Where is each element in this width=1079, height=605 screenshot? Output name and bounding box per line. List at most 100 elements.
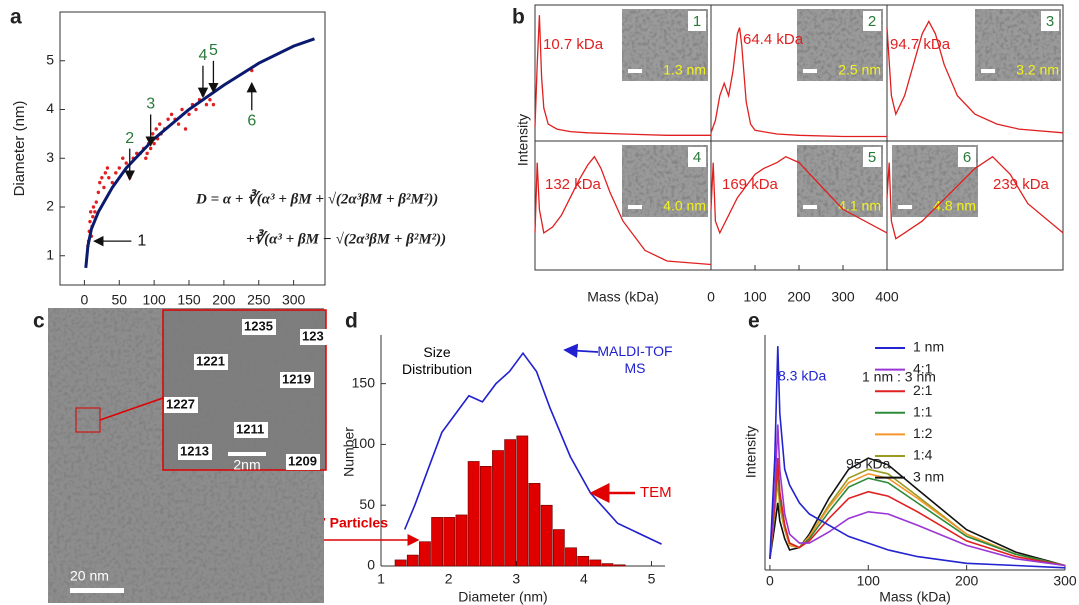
spectrum xyxy=(710,27,887,138)
peak-label: 94.7 kDa xyxy=(890,36,951,53)
inset-number: 6 xyxy=(963,149,971,166)
data-point xyxy=(88,219,92,224)
scale-bar xyxy=(803,205,817,209)
x-tick-label: 250 xyxy=(247,292,271,308)
y-axis-label: Intensity xyxy=(515,114,531,166)
data-point xyxy=(124,161,128,165)
scale-bar xyxy=(228,452,266,456)
data-point xyxy=(103,171,108,175)
data-point xyxy=(94,200,98,204)
y-tick-label: 3 xyxy=(46,149,54,165)
legend-label: 1:1 xyxy=(913,404,933,420)
x-tick-label: 300 xyxy=(831,289,855,305)
x-tick-label: 150 xyxy=(177,292,201,308)
inset-texture xyxy=(163,310,326,470)
x-tick-label: 300 xyxy=(1053,573,1077,589)
x-tick-label: 0 xyxy=(766,573,774,589)
x-tick-label: 2 xyxy=(445,571,453,587)
bar xyxy=(565,547,577,567)
formula: +∛(α³ + βM − √(2α³βM + β²M²)) xyxy=(246,228,446,247)
y-tick-label: 50 xyxy=(359,496,375,512)
annotation: 5 xyxy=(209,42,218,59)
panel-label: e xyxy=(748,310,760,333)
inset-number-box xyxy=(688,11,706,31)
y-tick-label: 150 xyxy=(352,374,376,390)
particle-label-box xyxy=(280,372,314,388)
series-line xyxy=(769,457,1066,567)
y-axis-label: Number xyxy=(341,427,357,477)
scale-bar xyxy=(981,69,995,73)
data-point xyxy=(154,127,158,131)
scale-label: 20 nm xyxy=(70,568,109,584)
inset-number-box xyxy=(958,147,976,167)
inset-number-box xyxy=(863,147,881,167)
series-line xyxy=(769,458,1066,567)
series-line xyxy=(769,424,1066,567)
particle-label: 1221 xyxy=(196,353,225,368)
data-point xyxy=(211,102,216,107)
data-point xyxy=(96,190,101,195)
x-tick-label: 3 xyxy=(512,571,520,587)
data-point xyxy=(145,151,149,156)
data-point xyxy=(114,171,118,175)
peak-label: 132 kDa xyxy=(545,176,602,193)
data-point xyxy=(100,176,104,180)
scale-bar xyxy=(70,588,124,593)
particle-label-box xyxy=(194,354,228,370)
spectrum xyxy=(710,155,888,235)
x-tick-label: 4 xyxy=(580,571,588,587)
bar xyxy=(504,439,517,567)
bar xyxy=(528,483,541,567)
bar xyxy=(431,517,444,567)
spectrum xyxy=(534,155,712,266)
data-point xyxy=(152,141,156,146)
series-line xyxy=(769,346,1066,569)
plot-frame xyxy=(59,11,326,286)
fit-curve xyxy=(84,37,315,269)
y-tick-label: 2 xyxy=(46,198,54,214)
scale-bar xyxy=(898,205,912,209)
data-point xyxy=(183,127,188,131)
y-tick-label: 4 xyxy=(46,100,54,116)
particle-label-box xyxy=(178,444,212,460)
data-point xyxy=(194,107,198,112)
peak-label: 239 kDa xyxy=(993,176,1050,193)
peak-label: 10.7 kDa xyxy=(543,36,604,53)
data-point xyxy=(187,112,191,117)
particle-label-box xyxy=(300,329,334,345)
inset-size: 2.5 nm xyxy=(838,62,881,78)
bar xyxy=(577,555,590,567)
inset-border xyxy=(162,309,327,471)
particle-label-box xyxy=(234,422,268,438)
annotation-arrow xyxy=(563,343,599,358)
data-point xyxy=(151,132,155,136)
data-point xyxy=(208,98,212,102)
annotation: 95 kDa xyxy=(846,456,891,472)
x-tick-label: 400 xyxy=(875,289,899,305)
y-axis-label: Diameter (nm) xyxy=(11,101,28,197)
x-axis-label: Diameter (nm) xyxy=(458,589,547,605)
data-point xyxy=(93,210,97,214)
y-tick-label: 5 xyxy=(46,51,54,67)
data-point xyxy=(121,156,125,160)
x-tick-label: 100 xyxy=(142,292,166,308)
series-label: MALDI-TOF MS xyxy=(597,343,673,376)
inset-number: 5 xyxy=(868,149,876,166)
bar xyxy=(455,514,468,567)
series-line xyxy=(769,472,1066,567)
zoom-line xyxy=(99,397,164,421)
x-axis-label: Mass (kDa) xyxy=(587,289,659,305)
y-axis-label: Intensity xyxy=(743,426,759,478)
x-tick-label: 300 xyxy=(282,292,306,308)
data-point xyxy=(180,107,184,112)
data-point xyxy=(102,185,106,190)
legend-label: 1:2 xyxy=(913,425,933,441)
y-tick-label: 0 xyxy=(367,557,375,573)
particle-label-box xyxy=(286,454,320,470)
annotation: 8.3 kDa xyxy=(778,368,826,384)
series-label: TEM xyxy=(640,484,672,501)
bar xyxy=(516,435,529,567)
panel-label: c xyxy=(33,310,45,333)
inset-size: 4.0 nm xyxy=(663,198,706,214)
